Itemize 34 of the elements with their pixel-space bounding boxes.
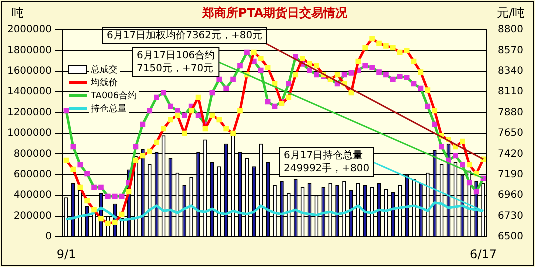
x-tick-label: 6/17 bbox=[470, 247, 497, 262]
legend-label: TA006合约 bbox=[90, 90, 138, 102]
y-tick-label: 1200000 bbox=[7, 107, 52, 118]
y-tick-label: 0 bbox=[46, 232, 52, 243]
y-tick-label: 1400000 bbox=[7, 86, 52, 98]
y-tick-label: 600000 bbox=[14, 169, 52, 180]
annotation: 6月17日106合约 7150元，+70元 bbox=[137, 50, 216, 75]
y-tick-label: 1000000 bbox=[7, 128, 52, 140]
y2-tick-label: 7420 bbox=[498, 148, 524, 160]
y-tick-label: 400000 bbox=[14, 190, 52, 202]
y2-tick-label: 7880 bbox=[498, 107, 524, 118]
y2-tick-label: 6500 bbox=[498, 232, 524, 243]
chart-title: 郑商所PTA期货日交易情况 bbox=[201, 6, 349, 20]
y2-tick-label: 8110 bbox=[498, 86, 524, 98]
y2-axis-title: 元/吨 bbox=[496, 6, 525, 20]
y2-tick-label: 6960 bbox=[498, 190, 524, 202]
y-tick-label: 2000000 bbox=[7, 24, 52, 36]
legend-label: 总成交 bbox=[90, 64, 118, 76]
y2-tick-label: 6730 bbox=[498, 210, 524, 222]
annotation: 6月17日持仓总量 249992手，+800 bbox=[284, 150, 370, 175]
y-tick-label: 1800000 bbox=[7, 45, 52, 56]
y-tick-label: 800000 bbox=[14, 148, 52, 160]
annotation: 6月17日加权均价7362元，+80元 bbox=[107, 30, 263, 42]
y2-tick-label: 7190 bbox=[498, 169, 524, 180]
y2-tick-label: 8340 bbox=[498, 66, 524, 77]
y2-tick-label: 8570 bbox=[498, 45, 524, 56]
y-tick-label: 1600000 bbox=[7, 66, 52, 77]
y2-tick-label: 8800 bbox=[498, 24, 524, 36]
x-tick-label: 9/1 bbox=[56, 247, 76, 262]
legend-label: 均线价 bbox=[90, 77, 118, 88]
y-tick-label: 200000 bbox=[14, 210, 52, 222]
legend-label: 持仓总量 bbox=[91, 103, 127, 114]
y-axis-title: 吨 bbox=[12, 6, 24, 20]
y2-tick-label: 7650 bbox=[498, 128, 524, 140]
